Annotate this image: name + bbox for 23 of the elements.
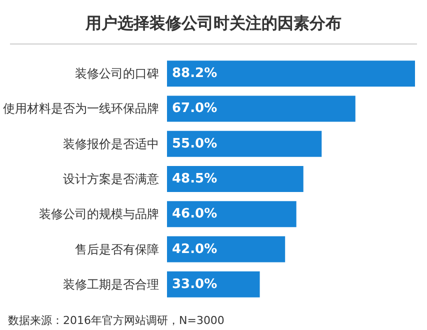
y-tick-label: 装修工期是否合理 — [63, 277, 159, 292]
bar — [167, 201, 296, 228]
data-label: 55.0% — [172, 136, 218, 152]
data-label: 48.5% — [172, 172, 218, 186]
y-tick-label: 使用材料是否为一线环保品牌 — [3, 102, 159, 116]
y-tick-label: 装修公司的规模与品牌 — [39, 207, 159, 222]
y-tick-label: 装修公司的口碑 — [75, 66, 159, 81]
bar — [167, 130, 322, 157]
data-label: 88.2% — [172, 66, 218, 82]
y-tick-label: 装修报价是否适中 — [63, 136, 159, 151]
data-label: 42.0% — [172, 242, 218, 257]
y-tick-label: 售后是否有保障 — [75, 242, 159, 256]
data-label: 33.0% — [172, 276, 218, 292]
bar — [167, 60, 415, 87]
data-label: 67.0% — [172, 101, 218, 116]
source-note: 数据来源：2016年官方网站调研，N=3000 — [8, 314, 224, 327]
bar — [167, 166, 304, 192]
bar — [167, 236, 286, 262]
bar — [167, 96, 356, 122]
data-label: 46.0% — [172, 206, 218, 222]
chart-title: 用户选择装修公司时关注的因素分布 — [84, 14, 342, 32]
bar — [167, 271, 260, 298]
y-tick-label: 设计方案是否满意 — [63, 172, 159, 186]
